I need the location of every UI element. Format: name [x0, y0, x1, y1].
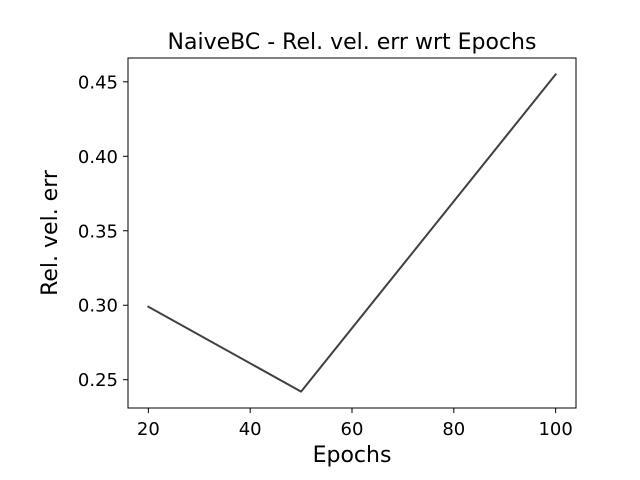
x-tick-label: 80 — [442, 419, 465, 440]
y-tick-label: 0.25 — [78, 370, 118, 391]
x-tick-label: 60 — [341, 419, 364, 440]
series-line-0 — [147, 72, 558, 393]
chart-title: NaiveBC - Rel. vel. err wrt Epochs — [168, 30, 537, 55]
y-tick-label: 0.30 — [78, 296, 118, 317]
x-tick-label: 40 — [239, 419, 262, 440]
plot-frame — [127, 57, 577, 409]
y-tick-label: 0.35 — [78, 221, 118, 242]
x-tick-label: 20 — [137, 419, 160, 440]
x-axis-label: Epochs — [313, 443, 392, 468]
y-tick-label: 0.40 — [78, 147, 118, 168]
x-tick-label: 100 — [538, 419, 572, 440]
y-axis-label: Rel. vel. err — [38, 169, 63, 296]
y-tick-label: 0.45 — [78, 72, 118, 93]
plot-area: 20 40 60 80 100 0.25 0.30 0.35 0.40 0.45 — [78, 57, 577, 440]
